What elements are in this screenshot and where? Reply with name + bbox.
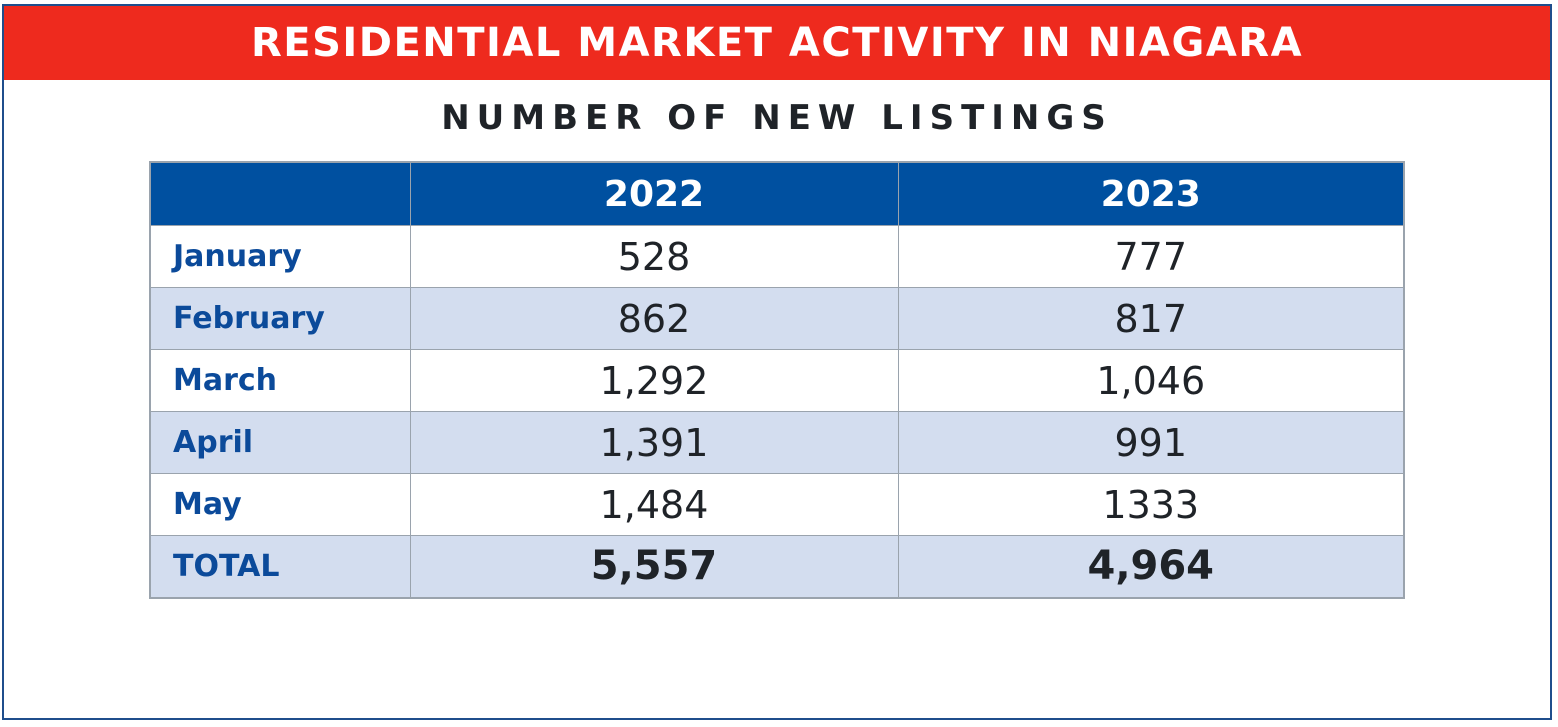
cell-2023: 4,964 — [897, 535, 1405, 598]
title-banner: RESIDENTIAL MARKET ACTIVITY IN NIAGARA — [4, 6, 1550, 80]
table-subtitle: NUMBER OF NEW LISTINGS — [441, 98, 1113, 138]
cell-2023: 1333 — [897, 473, 1405, 536]
table-row-march: March 1,292 1,046 — [149, 349, 1405, 412]
cell-2022: 1,484 — [409, 473, 899, 536]
row-label: February — [149, 287, 411, 350]
table-row-january: January 528 777 — [149, 225, 1405, 288]
table-row-april: April 1,391 991 — [149, 411, 1405, 474]
table-row-may: May 1,484 1333 — [149, 473, 1405, 536]
cell-2022: 528 — [409, 225, 899, 288]
cell-2022: 5,557 — [409, 535, 899, 598]
cell-2022: 1,292 — [409, 349, 899, 412]
row-label: April — [149, 411, 411, 474]
cell-2022: 862 — [409, 287, 899, 350]
table-row-total: TOTAL 5,557 4,964 — [149, 535, 1405, 598]
table-header-row: 2022 2023 — [149, 161, 1405, 226]
cell-2023: 991 — [897, 411, 1405, 474]
row-label: March — [149, 349, 411, 412]
row-label: TOTAL — [149, 535, 411, 598]
row-label: May — [149, 473, 411, 536]
cell-2023: 777 — [897, 225, 1405, 288]
header-cell-blank — [149, 161, 411, 226]
table-row-february: February 862 817 — [149, 287, 1405, 350]
header-cell-2023: 2023 — [897, 161, 1405, 226]
row-label: January — [149, 225, 411, 288]
page-title: RESIDENTIAL MARKET ACTIVITY IN NIAGARA — [250, 20, 1304, 66]
cell-2022: 1,391 — [409, 411, 899, 474]
cell-2023: 817 — [897, 287, 1405, 350]
header-cell-2022: 2022 — [409, 161, 899, 226]
listings-table: 2022 2023 January 528 777 February 862 8… — [149, 161, 1405, 599]
cell-2023: 1,046 — [897, 349, 1405, 412]
